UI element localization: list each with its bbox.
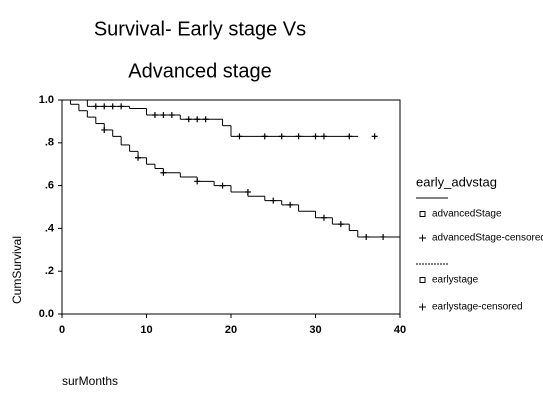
- survival-end: [399, 236, 401, 238]
- censor-mark: [363, 233, 370, 240]
- legend-title: early_advstag: [416, 174, 497, 189]
- censor-mark: [185, 116, 192, 123]
- censor-mark: [160, 169, 167, 176]
- censor-mark: [346, 133, 353, 140]
- x-tick-label: 10: [140, 324, 152, 336]
- x-tick-label: 40: [394, 324, 406, 336]
- censor-mark: [118, 103, 125, 110]
- x-tick-label: 0: [59, 324, 65, 336]
- censor-mark: [92, 103, 99, 110]
- censor-mark: [278, 133, 285, 140]
- censor-mark: [320, 133, 327, 140]
- censor-mark: [135, 154, 142, 161]
- y-tick-label: .6: [45, 180, 54, 192]
- legend-label: advancedStage-censored: [432, 233, 543, 244]
- censor-mark: [202, 116, 209, 123]
- censor-mark: [270, 197, 277, 204]
- x-axis-label: surMonths: [62, 374, 118, 388]
- censor-mark: [295, 133, 302, 140]
- chart-title: Advanced stage: [128, 60, 271, 82]
- legend-swatch: [419, 211, 426, 217]
- censor-mark: [109, 103, 116, 110]
- legend-swatch: [419, 277, 426, 283]
- y-axis-label: CumSurvival: [10, 236, 24, 304]
- y-tick-label: 1.0: [39, 94, 54, 106]
- survival-end: [357, 135, 359, 137]
- x-tick-label: 20: [225, 324, 237, 336]
- x-tick-label: 30: [309, 324, 321, 336]
- legend-label: earlystage: [432, 275, 479, 286]
- censor-mark: [101, 103, 108, 110]
- y-tick-label: .4: [45, 222, 55, 234]
- censor-mark: [160, 111, 167, 118]
- censor-mark: [320, 214, 327, 221]
- censor-mark: [194, 116, 201, 123]
- legend-swatch: [419, 234, 426, 242]
- chart-title: Survival- Early stage Vs: [94, 18, 306, 40]
- censor-mark: [261, 133, 268, 140]
- censor-mark: [337, 221, 344, 228]
- censor-mark: [244, 189, 251, 196]
- legend-swatch: [419, 303, 426, 311]
- censor-mark: [371, 133, 378, 140]
- y-tick-label: 0.0: [39, 308, 54, 320]
- censor-mark: [380, 233, 387, 240]
- censor-mark: [168, 111, 175, 118]
- y-tick-label: .2: [45, 265, 54, 277]
- censor-mark: [151, 111, 158, 118]
- legend-label: advancedStage: [432, 209, 502, 220]
- y-tick-label: .8: [45, 137, 54, 149]
- censor-mark: [236, 133, 243, 140]
- legend-label: earlystage-censored: [432, 302, 523, 313]
- censor-mark: [194, 178, 201, 185]
- censor-mark: [101, 126, 108, 133]
- censor-mark: [287, 201, 294, 208]
- censor-mark: [219, 182, 226, 189]
- censor-mark: [312, 133, 319, 140]
